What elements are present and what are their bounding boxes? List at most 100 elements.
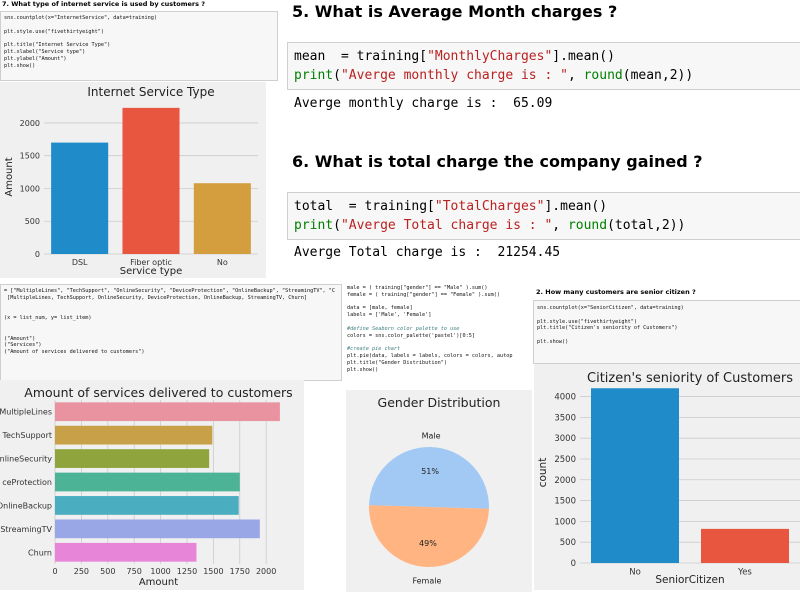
question-2: 2. How many customers are senior citizen… — [536, 288, 696, 296]
code-string: "Averge Total charge is : " — [340, 218, 553, 233]
internet-service-chart: Internet Service Type 0 500 1000 1500 2000 DSL… — [0, 82, 266, 278]
code-text: ].mean() — [552, 49, 615, 64]
bar-onlinebackup — [55, 496, 239, 515]
code-line: plt.xlabel("Service type") — [4, 48, 86, 55]
x-tick-label: DSL — [72, 258, 88, 267]
code-keyword: print — [294, 218, 334, 233]
y-tick-label: 1500 — [554, 497, 576, 507]
y-tick-label: 1000 — [554, 517, 576, 527]
bar-churn — [55, 542, 197, 562]
question-5: 5. What is Average Month charges ? — [292, 2, 618, 21]
code-text: ].mean() — [544, 199, 608, 214]
code-line — [4, 322, 335, 329]
code-cell-services[interactable]: = ["MultipleLines", "TechSupport", "Onli… — [0, 284, 342, 381]
code-cell-senior[interactable]: sns.countplot(x="SeniorCitizen", data=tr… — [533, 300, 800, 364]
code-line: #create pie chart — [347, 346, 401, 353]
code-line — [4, 308, 335, 315]
bar-techsupport — [55, 425, 213, 445]
pie-label: Male — [422, 432, 441, 441]
x-tick-label: 1250 — [177, 567, 197, 576]
x-tick-label: Yes — [737, 568, 752, 578]
code-line: labels = ['Male', 'Female'] — [347, 312, 432, 319]
x-tick-label: No — [629, 568, 641, 578]
code-line: sns.countplot(x="InternetService", data=… — [4, 15, 158, 21]
services-chart: Amount of services delivered to customer… — [0, 380, 304, 590]
code-var: total — [294, 199, 334, 214]
code-line: data = [male, female] — [347, 305, 413, 312]
code-line: plt.style.use("fivethirtyeight") — [537, 318, 637, 325]
code-line: ("Amount") — [4, 335, 36, 342]
code-line: ("Services") — [4, 342, 42, 349]
y-tick-label: ceProtection — [2, 478, 52, 487]
y-tick-label: 1500 — [20, 152, 40, 161]
code-line — [4, 302, 335, 309]
x-tick-label: 1000 — [150, 567, 170, 576]
code-line: plt.title("Gender Distribution") — [347, 359, 447, 366]
code-line — [347, 319, 513, 326]
y-tick-label: 500 — [560, 538, 576, 548]
code-text: = ["MultipleLines", "TechSupport", "Onli… — [4, 288, 335, 356]
x-axis-label: Service type — [120, 266, 182, 277]
chart-title: Citizen's seniority of Customers — [587, 371, 793, 386]
output-mean: Averge monthly charge is : 65.09 — [294, 96, 553, 111]
code-cell-gender[interactable]: male = ( training["gender"] == "Male" ).… — [344, 283, 532, 389]
code-keyword: round — [567, 218, 608, 233]
y-tick-label: 0 — [35, 250, 40, 259]
code-line — [347, 339, 513, 346]
code-line — [347, 299, 513, 306]
pie-label: Female — [412, 576, 441, 585]
question-7: 7. What type of internet service is used… — [2, 0, 206, 8]
code-keyword: round — [583, 68, 623, 83]
code-text: = training[ — [325, 49, 428, 64]
bar-deviceprotection — [55, 472, 240, 492]
code-line: #define Seaborn color palette to use — [347, 325, 460, 332]
code-line: plt.show() — [347, 366, 379, 373]
code-line — [537, 312, 684, 319]
code-line: plt.style.use("fivethirtyeight") — [4, 28, 104, 35]
code-line: plt.show() — [4, 62, 36, 69]
senior-citizen-chart: Citizen's seniority of Customers 0 500 1000… — [534, 364, 800, 590]
y-tick-label: Churn — [28, 548, 52, 557]
y-axis-label: count — [537, 458, 549, 488]
y-tick-label: 1000 — [20, 184, 40, 193]
bar-fiber-optic — [122, 107, 180, 254]
code-text: , — [552, 218, 568, 233]
code-cell-mean[interactable]: mean = training["MonthlyCharges"].mean()… — [287, 42, 800, 90]
code-line — [4, 35, 157, 42]
y-tick-label: 0 — [571, 559, 576, 569]
code-line: ("Amount of services delivered to custom… — [4, 349, 145, 356]
y-tick-label: 4000 — [554, 393, 576, 403]
y-tick-label: 3500 — [554, 413, 576, 423]
bar-multiplelines — [55, 402, 280, 422]
x-axis-label: Amount — [139, 577, 178, 588]
y-tick-label: TechSupport — [1, 431, 52, 440]
pie-pct-label: 51% — [421, 467, 439, 476]
code-line: [MultipleLines, TechSupport, OnlineSecur… — [4, 294, 307, 301]
bar-no — [193, 183, 251, 254]
code-cell-total[interactable]: total = training["TotalCharges"].mean() … — [287, 192, 800, 240]
code-line — [537, 332, 684, 339]
y-tick-label: 500 — [25, 217, 40, 226]
bar-onlinesecurity — [55, 449, 210, 468]
x-tick-label: No — [217, 258, 228, 267]
y-tick-label: nlineSecurity — [0, 455, 52, 464]
chart-title: Amount of services delivered to customer… — [24, 385, 292, 400]
question-6: 6. What is total charge the company gain… — [292, 152, 703, 171]
code-cell-internet-service[interactable]: sns.countplot(x="InternetService", data=… — [0, 11, 278, 81]
code-line: male = ( training["gender"] == "Male" ).… — [347, 285, 488, 291]
y-tick-label: StreamingTV — [0, 525, 52, 534]
code-var: mean — [294, 49, 326, 64]
code-line: = ["MultipleLines", "TechSupport", "Onli… — [4, 288, 336, 294]
code-line: plt.ylabel("Amount") — [4, 55, 67, 62]
code-text: sns.countplot(x="SeniorCitizen", data=tr… — [537, 305, 684, 346]
code-line — [4, 22, 157, 29]
code-line: plt.title("Internet Service Type") — [4, 42, 111, 49]
bar-dsl — [51, 142, 109, 254]
chart-title: Gender Distribution — [378, 395, 501, 410]
bar-no — [591, 388, 679, 563]
chart-title: Internet Service Type — [87, 85, 214, 99]
y-tick-label: 2000 — [20, 119, 40, 128]
pie-slice-female — [369, 505, 489, 567]
x-axis-label: SeniorCitizen — [655, 574, 724, 586]
code-line: plt.pie(data, labels = labels, colors = … — [347, 352, 513, 359]
